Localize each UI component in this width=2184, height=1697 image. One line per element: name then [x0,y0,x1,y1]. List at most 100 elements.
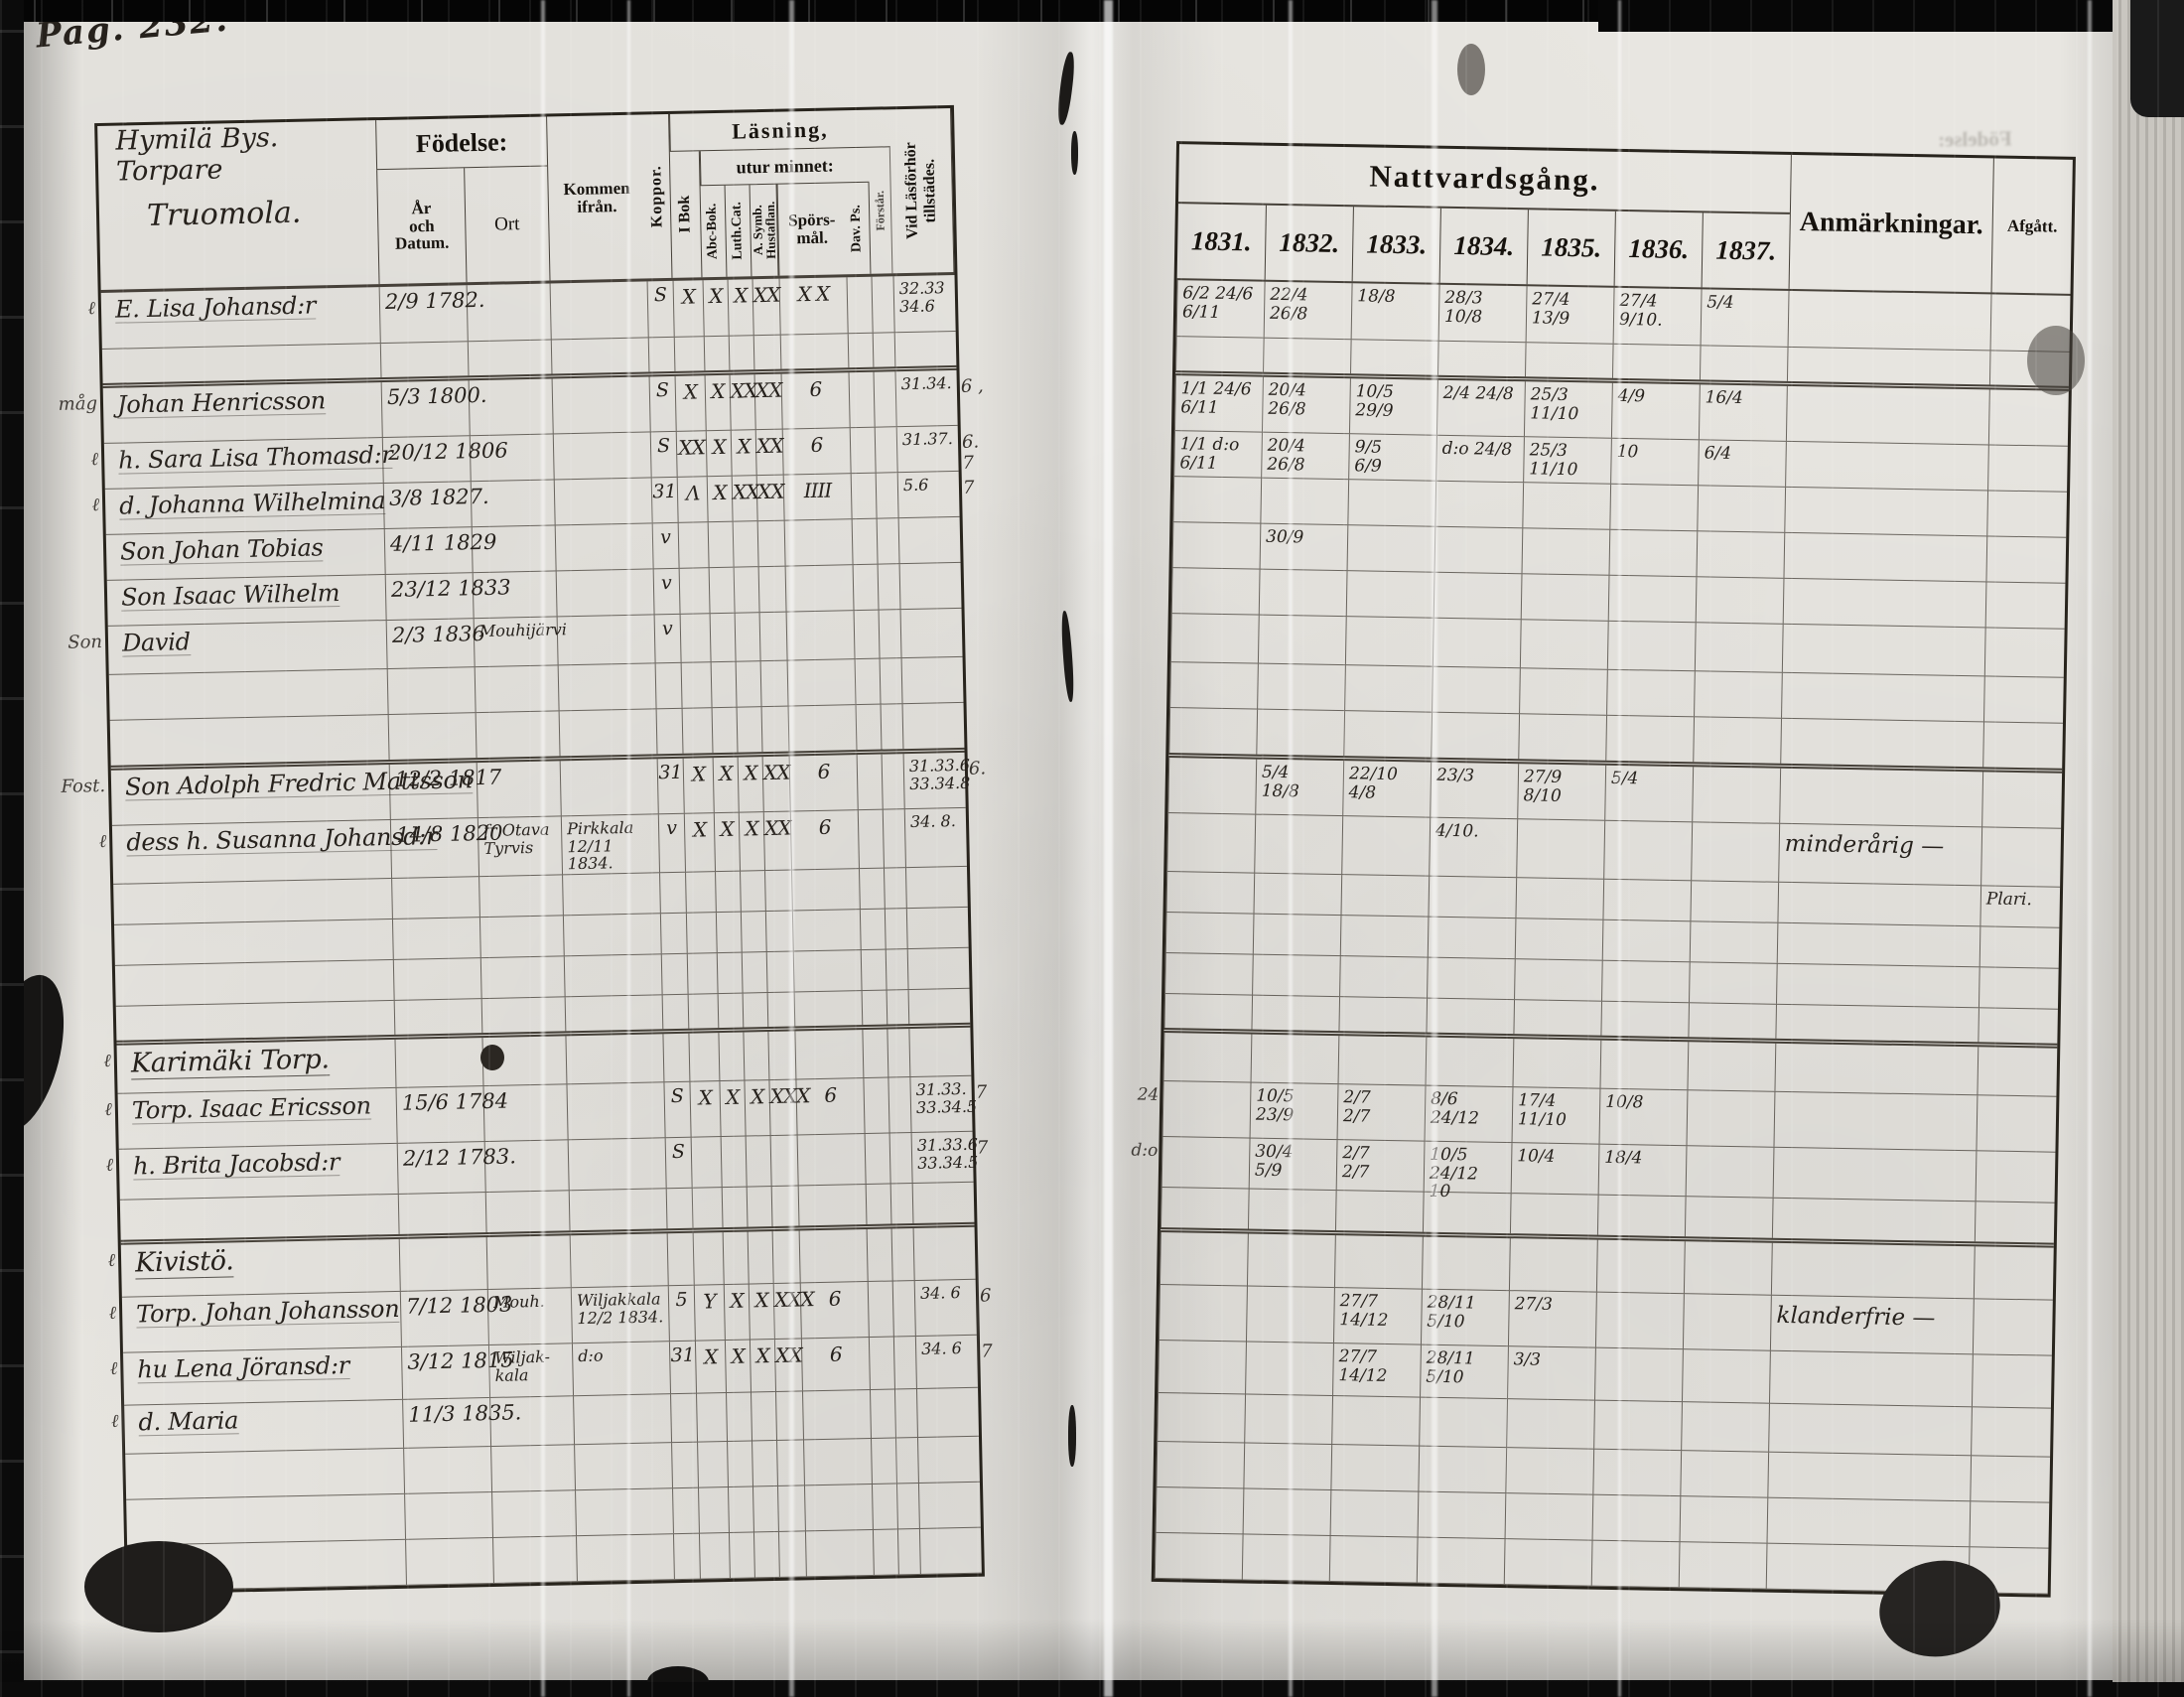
margin-note: ℓ [103,1050,112,1072]
birth-place [480,997,566,1034]
remark-entry [1766,1497,1971,1547]
reading-mark [751,1391,777,1441]
reading-mark [848,371,875,428]
reading-mark [862,1029,888,1078]
reading-mark [751,1440,777,1486]
reading-mark [866,1228,892,1282]
reading-mark [718,1032,745,1081]
birth-date: 3/12 1815 [400,1345,514,1399]
birth-place [476,761,561,818]
communion-dates: 27/7 14/12 [1332,1343,1421,1397]
remark-entry [1777,882,1981,926]
communion-dates [1251,995,1340,1032]
lasforhor-entry: 31.34. [894,369,958,427]
afgatt-entry [1972,1299,2053,1355]
communion-dates [1172,477,1262,523]
remark-entry [1775,1004,1979,1043]
reading-mark [703,336,730,371]
communion-dates [1432,666,1520,714]
afgatt-entry [1974,1202,2055,1243]
name-cell: ℓ E. Lisa Johansd:r [87,287,380,349]
communion-dates [1433,572,1522,620]
lasforhor-entry [907,988,971,1025]
remark-entry [1786,347,1990,385]
lasforhor-entry [898,562,962,610]
reading-mark [857,809,884,869]
communion-dates [1601,960,1690,1003]
reading-mark [698,1532,730,1579]
reading-mark [876,518,899,564]
reading-mark [760,706,789,753]
reading-mark [886,990,909,1025]
communion-dates [1256,709,1345,757]
reading-mark: X [724,1340,751,1393]
communion-dates [1433,526,1523,574]
birth-place [474,665,559,713]
reading-mark: XX [675,431,707,477]
communion-dates [1333,1235,1423,1289]
communion-dates [1417,1491,1506,1539]
section-title: Karimäki Torp. [130,1044,331,1080]
village-title-cell: Hymilä Bys. Torpare Truomola. [97,120,378,290]
reading-mark [873,371,896,427]
communion-dates [1519,668,1607,715]
birth-date [391,877,479,919]
reading-mark [875,473,898,518]
communion-dates [1175,337,1264,372]
afgatt-entry [1978,1008,2058,1044]
birth-date: 3/8 1827. [382,482,489,529]
reading-mark: X [713,812,740,872]
communion-dates [1592,1449,1682,1496]
margin-note: ℓ [87,298,96,320]
communion-dates [1252,954,1340,997]
communion-dates [1171,522,1261,569]
lasforhor-entry [918,1527,982,1574]
birth-place: Wiljak- kala [487,1343,574,1398]
reading-mark [892,1337,916,1389]
margin-note: måg [58,393,98,415]
communion-dates: 3/3 [1507,1346,1595,1400]
reading-mark [728,1486,753,1533]
reading-mark: X [712,757,739,813]
lasforhor-entry: 32.33 34.6 [892,274,956,333]
communion-dates [1344,665,1433,712]
afgatt-entry [1982,722,2063,769]
reading-mark [869,1389,895,1438]
communion-dates [1344,617,1433,666]
reading-mark [681,708,713,754]
reading-mark [855,704,882,751]
lasforhor-entry [906,947,970,990]
communion-dates [1503,1539,1592,1586]
communion-dates: 30/9 [1259,523,1348,571]
remark-entry [1767,1452,1972,1501]
vaccination-mark: v [651,522,679,569]
header-lasning: Läsning, [669,109,890,152]
communion-dates [1602,879,1692,921]
name-cell [116,1001,395,1041]
remark-entry [1774,1043,1979,1095]
reading-mark [747,1231,773,1284]
vaccination-mark [671,1442,698,1488]
communion-dates [1330,1445,1420,1491]
reading-mark [794,1030,864,1079]
communion-dates: 27/7 14/12 [1332,1288,1422,1344]
reading-mark [734,613,760,661]
communion-dates [1611,344,1701,380]
afgatt-entry: Plari. [1979,886,2061,927]
name-cell: Son Isaac Wilhelm [107,575,386,626]
reading-mark [891,1281,915,1337]
person-name: Son Johan Tobias [119,533,324,567]
communion-dates [1681,1402,1769,1452]
communion-dates [1338,997,1428,1033]
margin-note-right: 7 [980,1341,993,1362]
margin-note: ℓ [90,449,99,471]
reading-mark [850,473,877,519]
remark-entry [1770,1242,1975,1299]
reading-mark [716,952,743,994]
communion-dates [1518,714,1607,761]
reading-mark [742,993,768,1028]
header-nattvardsgang: Nattvardsgång. [1177,144,1791,214]
communion-dates: 22/4 26/8 [1263,281,1352,340]
communion-dates [1257,615,1346,665]
communion-dates: 1/1 d:o 6/11 [1173,431,1262,478]
